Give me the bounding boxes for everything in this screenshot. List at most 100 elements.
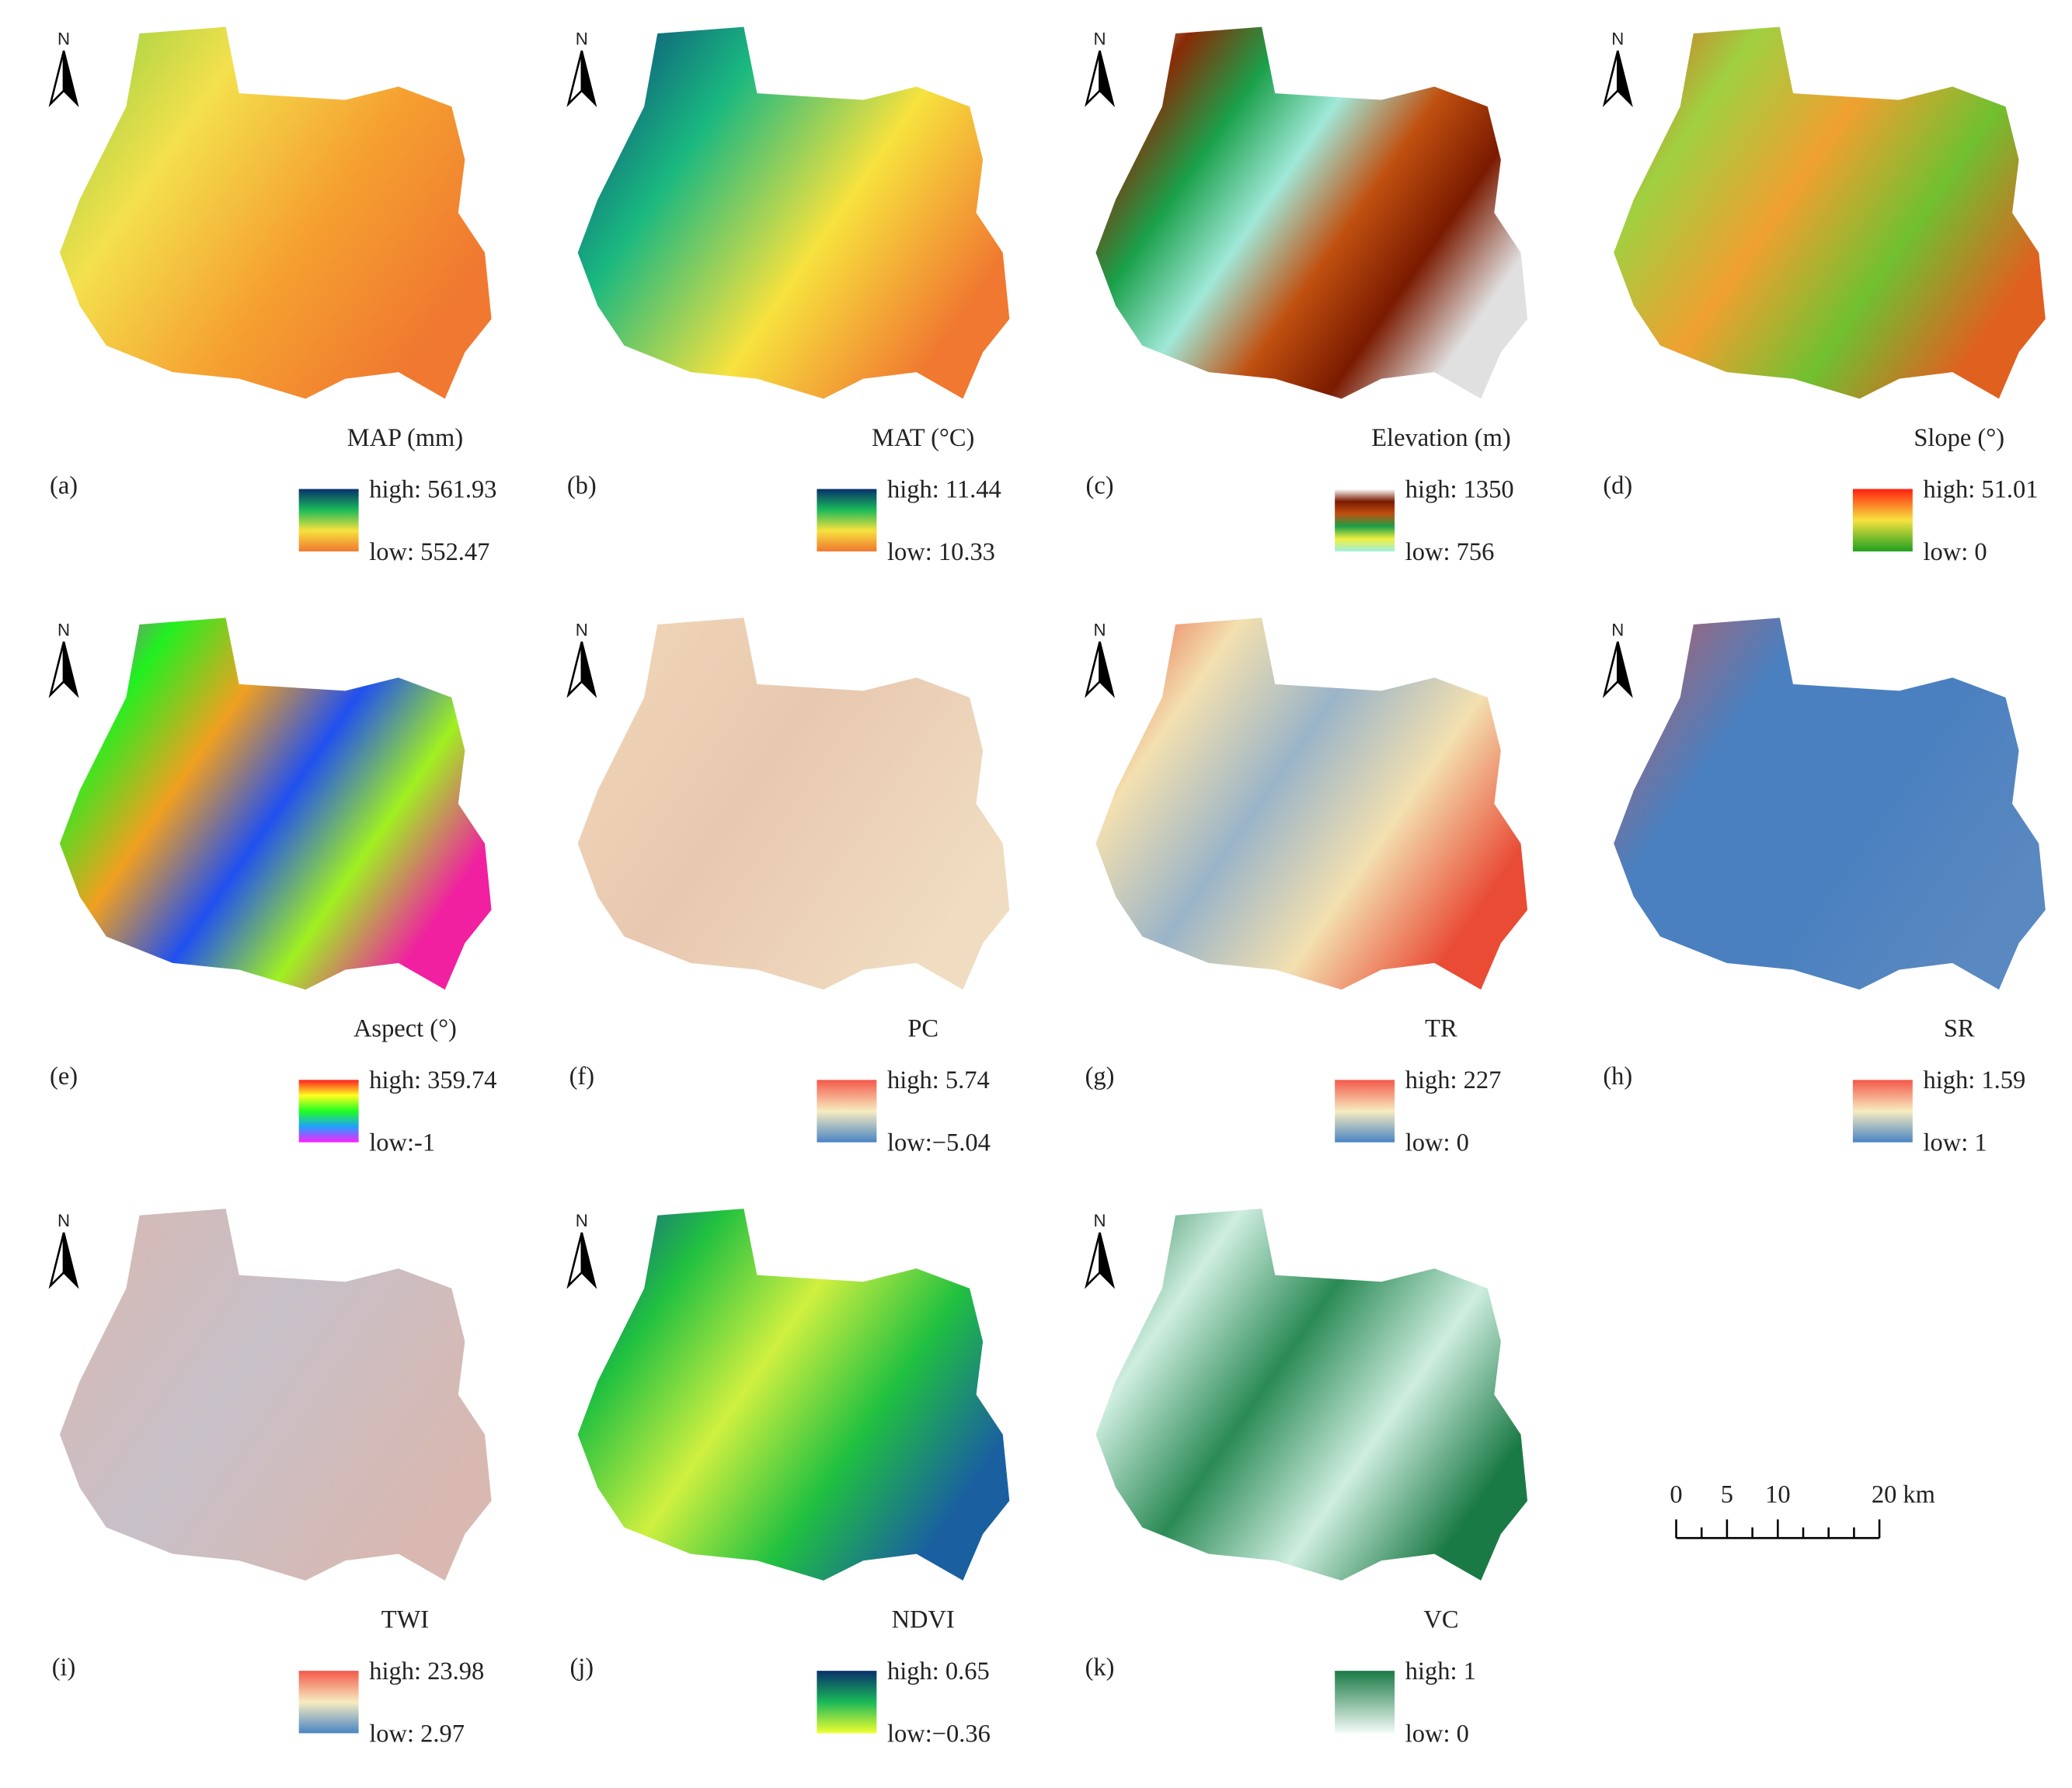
panel-title: Aspect (°) — [353, 1015, 457, 1043]
panel-label: (c) — [1086, 471, 1114, 499]
legend-ramp — [298, 1080, 359, 1143]
map-region — [1614, 26, 2046, 399]
legend-high: high: 1350 — [1405, 475, 1514, 503]
legend-ramp — [817, 1080, 877, 1143]
map-region — [59, 617, 492, 990]
north-arrow — [48, 1232, 65, 1289]
legend-low: low: 0 — [1405, 1720, 1469, 1748]
panel-label: (d) — [1603, 471, 1632, 499]
panel: N SR (h) high: 1.59 low: 1 — [1602, 617, 2046, 1157]
panel-label: (b) — [567, 471, 597, 499]
legend-ramp — [1335, 1080, 1395, 1143]
legend-high: high: 227 — [1405, 1066, 1502, 1094]
panel: N PC (f) high: 5.74 low:−5.04 — [566, 617, 1010, 1157]
legend-ramp — [817, 1671, 877, 1734]
north-arrow — [580, 1232, 597, 1289]
scale-label: 5 — [1721, 1481, 1733, 1509]
legend-high: high: 1.59 — [1924, 1066, 2026, 1094]
legend-low: low: 10.33 — [887, 538, 995, 566]
scale-label: 0 — [1670, 1481, 1682, 1509]
north-arrow — [1602, 50, 1619, 107]
north-arrow — [1099, 641, 1116, 698]
panel-title: PC — [907, 1015, 938, 1043]
panel-label: (a) — [50, 471, 78, 499]
legend-ramp — [817, 489, 877, 551]
north-label: N — [57, 620, 70, 639]
north-arrow — [62, 1232, 79, 1289]
map-region — [1095, 1209, 1528, 1581]
panel-title: MAT (°C) — [872, 424, 974, 452]
map-region — [59, 26, 492, 399]
north-label: N — [1094, 620, 1106, 639]
north-arrow — [566, 1232, 583, 1289]
legend-low: low: 1 — [1924, 1129, 1987, 1157]
map-region — [1614, 617, 2046, 990]
north-arrow — [62, 641, 79, 698]
panel-title: NDVI — [892, 1605, 955, 1633]
legend-high: high: 23.98 — [369, 1658, 484, 1685]
north-arrow — [48, 641, 65, 698]
legend-ramp — [1335, 489, 1395, 551]
legend-high: high: 51.01 — [1924, 475, 2039, 503]
north-label: N — [1611, 30, 1624, 49]
legend-high: high: 359.74 — [369, 1066, 496, 1094]
map-region — [577, 26, 1010, 399]
north-label: N — [1094, 1211, 1106, 1230]
north-arrow — [1099, 50, 1116, 107]
north-arrow — [1085, 641, 1101, 698]
legend-ramp — [298, 1671, 359, 1734]
north-label: N — [576, 30, 588, 49]
legend-ramp — [1335, 1671, 1395, 1734]
north-arrow — [580, 50, 597, 107]
legend-low: low:−5.04 — [887, 1129, 991, 1157]
panel-label: (h) — [1603, 1063, 1632, 1091]
map-region — [1095, 617, 1528, 990]
legend-low: low: 0 — [1924, 538, 1987, 566]
panel: N MAP (mm) (a) high: 561.93 low: 552.47 — [48, 26, 496, 566]
map-region — [577, 617, 1010, 990]
north-label: N — [1094, 30, 1106, 49]
north-arrow — [580, 641, 597, 698]
legend-ramp — [1852, 489, 1913, 551]
panel-label: (j) — [569, 1654, 594, 1682]
legend-high: high: 11.44 — [887, 475, 1001, 503]
scale-bar: 0 5 10 20 km — [1670, 1481, 1935, 1539]
panel: N TR (g) high: 227 low: 0 — [1085, 617, 1528, 1157]
north-arrow — [1602, 641, 1619, 698]
north-label: N — [576, 1211, 588, 1230]
north-arrow — [62, 50, 79, 107]
panel-title: Elevation (m) — [1371, 424, 1510, 452]
legend-low: low:−0.36 — [887, 1720, 991, 1748]
panel-label: (e) — [50, 1063, 78, 1091]
north-arrow — [1085, 1232, 1101, 1289]
north-arrow — [1617, 50, 1633, 107]
panel: N NDVI (j) high: 0.65 low:−0.36 — [566, 1209, 1010, 1748]
north-arrow — [1099, 1232, 1116, 1289]
legend-low: low: 0 — [1405, 1129, 1469, 1157]
legend-high: high: 0.65 — [887, 1658, 990, 1685]
panel: N Aspect (°) (e) high: 359.74 low:-1 — [48, 617, 496, 1157]
panel-title: SR — [1944, 1015, 1975, 1043]
panel: N MAT (°C) (b) high: 11.44 low: 10.33 — [566, 26, 1010, 566]
north-arrow — [566, 641, 583, 698]
scale-label: 10 — [1765, 1481, 1790, 1509]
legend-low: low: 552.47 — [369, 538, 489, 566]
legend-high: high: 5.74 — [887, 1066, 990, 1094]
north-label: N — [576, 620, 588, 639]
panel-label: (i) — [52, 1654, 76, 1682]
legend-ramp — [1852, 1080, 1913, 1143]
panel: N TWI (i) high: 23.98 low: 2.97 — [48, 1209, 492, 1748]
panel-label: (k) — [1085, 1654, 1115, 1682]
map-region — [577, 1209, 1010, 1581]
legend-low: low: 2.97 — [369, 1720, 465, 1748]
north-label: N — [1611, 620, 1624, 639]
panel-title: TWI — [381, 1605, 429, 1633]
panel-label: (f) — [569, 1063, 594, 1091]
north-arrow — [48, 50, 65, 107]
map-region — [59, 1209, 492, 1581]
panel-title: Slope (°) — [1914, 424, 2004, 452]
legend-high: high: 1 — [1405, 1658, 1476, 1685]
north-arrow — [1085, 50, 1101, 107]
legend-ramp — [298, 489, 359, 551]
